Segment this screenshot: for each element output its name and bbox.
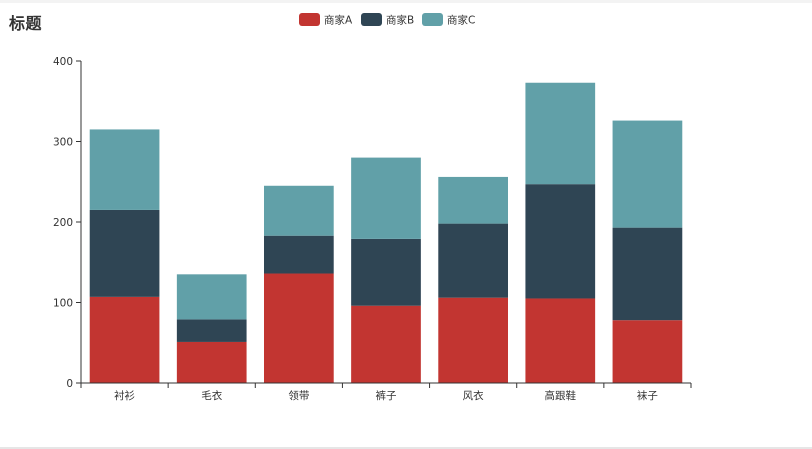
bar-segment[interactable] xyxy=(264,235,334,274)
bar-segment[interactable] xyxy=(89,296,160,383)
bar-segment[interactable] xyxy=(525,298,596,383)
y-tick-label: 300 xyxy=(53,137,73,149)
x-tick-label: 毛衣 xyxy=(201,389,222,402)
bottom-divider xyxy=(0,447,812,449)
bar-segment[interactable] xyxy=(351,157,421,239)
legend-swatch xyxy=(361,13,382,26)
bar-segment[interactable] xyxy=(438,297,508,383)
x-tick-label: 风衣 xyxy=(463,389,484,402)
legend-label: 商家C xyxy=(447,14,475,27)
bar-segment[interactable] xyxy=(89,209,160,297)
legend-swatch xyxy=(422,13,443,26)
bars-group xyxy=(89,82,683,383)
x-tick-label: 裤子 xyxy=(376,389,397,402)
bar-segment[interactable] xyxy=(612,227,683,321)
bar-segment[interactable] xyxy=(176,341,247,383)
bar-segment[interactable] xyxy=(351,305,421,383)
bar-segment[interactable] xyxy=(176,274,247,320)
bar-segment[interactable] xyxy=(89,129,160,210)
top-divider xyxy=(0,0,812,3)
y-tick-label: 200 xyxy=(53,217,73,229)
bar-segment[interactable] xyxy=(438,223,508,298)
bar-segment[interactable] xyxy=(438,176,508,224)
bar-segment[interactable] xyxy=(612,320,683,383)
bar-segment[interactable] xyxy=(176,319,247,342)
legend-item[interactable]: 商家C xyxy=(422,13,475,27)
y-tick-label: 0 xyxy=(66,378,73,390)
axes-group: 0 100 200 300 400 衬衫 毛衣 领带 裤子 风衣 高跟鞋 袜子 xyxy=(53,56,692,402)
legend-item[interactable]: 商家B xyxy=(361,13,414,27)
bar-segment[interactable] xyxy=(612,120,683,228)
x-tick-label: 袜子 xyxy=(637,389,658,402)
legend-label: 商家A xyxy=(324,14,353,27)
bar-segment[interactable] xyxy=(525,184,596,299)
bar-segment[interactable] xyxy=(351,238,421,306)
bar-segment[interactable] xyxy=(525,82,596,185)
legend-swatch xyxy=(299,13,320,26)
legend-label: 商家B xyxy=(386,14,414,27)
bar-segment[interactable] xyxy=(264,273,334,383)
y-tick-label: 100 xyxy=(53,298,73,310)
legend: 商家A 商家B 商家C xyxy=(299,13,475,27)
legend-item[interactable]: 商家A xyxy=(299,13,353,27)
x-tick-label: 衬衫 xyxy=(114,389,135,402)
x-tick-label: 领带 xyxy=(288,389,309,402)
chart-title: 标题 xyxy=(9,14,43,33)
x-tick-label: 高跟鞋 xyxy=(545,389,577,402)
bar-segment[interactable] xyxy=(264,185,334,236)
y-tick-label: 400 xyxy=(53,56,73,68)
